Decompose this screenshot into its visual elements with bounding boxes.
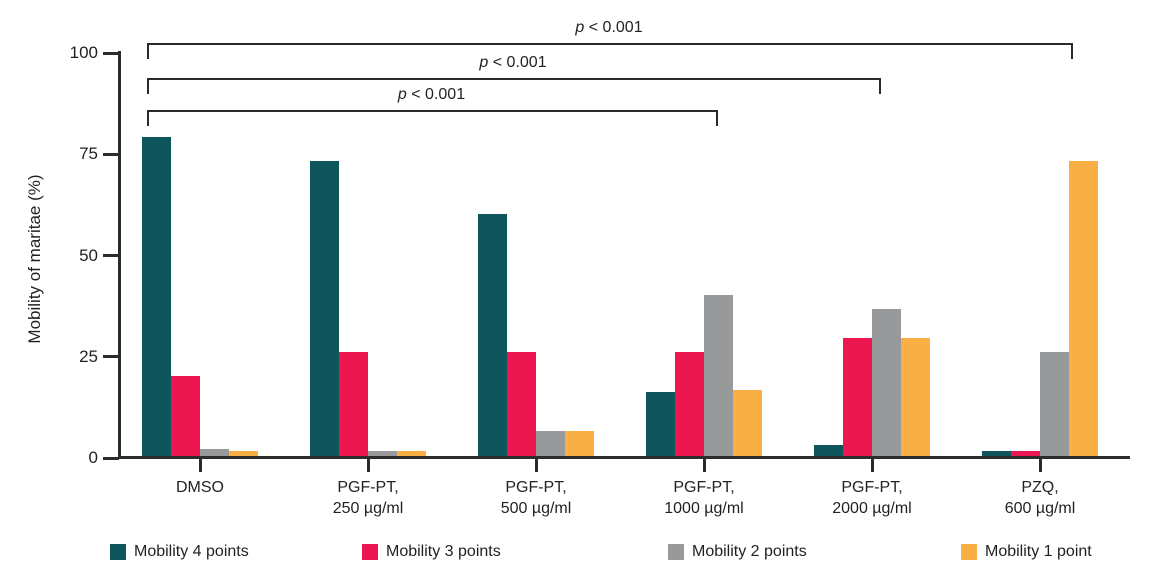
legend-swatch-mobility-4-points	[110, 544, 126, 560]
bar-mobility-2-points-pgf-pt-	[704, 295, 733, 457]
legend-item-mobility-1-point: Mobility 1 point	[961, 543, 1092, 561]
x-axis-category-label: DMSO	[176, 479, 224, 496]
bar-mobility-4-points-pgf-pt-	[646, 392, 675, 457]
bar-mobility-2-points-pgf-pt-	[368, 450, 397, 457]
significance-bracket-end-right	[1071, 43, 1073, 59]
x-axis-category-label: PGF-PT, 1000 µg/ml	[664, 479, 744, 517]
x-axis-tick	[1038, 459, 1042, 472]
y-axis-tick	[103, 456, 119, 460]
y-axis-tick-label: 0	[88, 448, 98, 467]
x-axis-tick	[870, 459, 874, 472]
p-value-label: p < 0.001	[575, 19, 643, 36]
y-axis-title-text: Mobility of maritae (%)	[25, 174, 44, 344]
y-axis-tick	[103, 355, 119, 359]
legend-item-mobility-3-points: Mobility 3 points	[362, 543, 501, 561]
bar-mobility-4-points-pgf-pt-	[478, 214, 507, 457]
y-axis-line	[118, 51, 121, 459]
p-value-label: p < 0.001	[397, 86, 466, 103]
y-axis-tick	[103, 152, 119, 156]
bar-mobility-2-points-pgf-pt-	[536, 430, 565, 457]
x-axis-category-label: PGF-PT, 500 µg/ml	[500, 479, 572, 517]
significance-bracket-end-left	[147, 78, 149, 94]
significance-bracket-end-left	[147, 43, 149, 59]
bar-mobility-3-points-dmso	[171, 376, 200, 457]
y-axis-tick	[103, 51, 119, 55]
x-axis-category-label: PZQ, 600 µg/ml	[1004, 479, 1076, 517]
legend-item-mobility-4-points: Mobility 4 points	[110, 543, 249, 561]
significance-bracket-end-left	[147, 110, 149, 126]
legend-label: Mobility 1 point	[985, 543, 1092, 560]
legend-label: Mobility 3 points	[386, 543, 501, 560]
bar-mobility-2-points-pgf-pt-	[872, 309, 901, 457]
x-axis-tick	[198, 459, 202, 472]
significance-bracket-line	[147, 43, 1073, 45]
x-axis-tick	[366, 459, 370, 472]
legend-swatch-mobility-3-points	[362, 544, 378, 560]
x-axis-tick	[534, 459, 538, 472]
legend-item-mobility-2-points: Mobility 2 points	[668, 543, 807, 561]
bar-mobility-1-point-pgf-pt-	[565, 430, 594, 457]
legend-label: Mobility 2 points	[692, 543, 807, 560]
bar-mobility-1-point-pgf-pt-	[901, 337, 930, 457]
x-axis-category-label: PGF-PT, 2000 µg/ml	[832, 479, 912, 517]
bar-mobility-1-point-pgf-pt-	[733, 390, 762, 457]
bar-mobility-2-points-pzq-	[1040, 351, 1069, 457]
legend-swatch-mobility-2-points	[668, 544, 684, 560]
x-axis-tick	[702, 459, 706, 472]
bar-mobility-3-points-pgf-pt-	[843, 337, 872, 457]
bar-mobility-3-points-pgf-pt-	[339, 351, 368, 457]
bar-mobility-1-point-dmso	[229, 450, 258, 457]
y-axis-tick-label: 100	[69, 43, 98, 62]
bar-mobility-3-points-pgf-pt-	[675, 351, 704, 457]
bar-mobility-1-point-pgf-pt-	[397, 450, 426, 457]
y-axis-tick-label: 50	[79, 245, 98, 265]
bar-mobility-4-points-pzq-	[982, 450, 1011, 457]
y-axis-tick-label: 75	[79, 144, 98, 164]
y-axis-tick	[103, 254, 119, 257]
legend-swatch-mobility-1-point	[961, 544, 977, 560]
p-value-label: p < 0.001	[479, 54, 547, 71]
bar-mobility-3-points-pzq-	[1011, 450, 1040, 457]
bar-mobility-3-points-pgf-pt-	[507, 351, 536, 457]
x-axis-line	[118, 456, 1130, 459]
bar-mobility-2-points-dmso	[200, 448, 229, 457]
legend-label: Mobility 4 points	[134, 543, 249, 560]
bar-mobility-4-points-pgf-pt-	[310, 161, 339, 457]
significance-bracket-line	[147, 110, 718, 112]
significance-bracket-line	[147, 78, 881, 80]
bar-mobility-1-point-pzq-	[1069, 161, 1098, 457]
x-axis-category-label: PGF-PT, 250 µg/ml	[332, 479, 404, 517]
y-axis-tick-label: 25	[79, 346, 98, 366]
significance-bracket-end-right	[716, 110, 718, 126]
bar-mobility-4-points-pgf-pt-	[814, 444, 843, 457]
bar-mobility-4-points-dmso	[142, 137, 171, 457]
y-axis-title: Mobility of maritae (%)	[25, 149, 47, 369]
significance-bracket-end-right	[879, 78, 881, 94]
